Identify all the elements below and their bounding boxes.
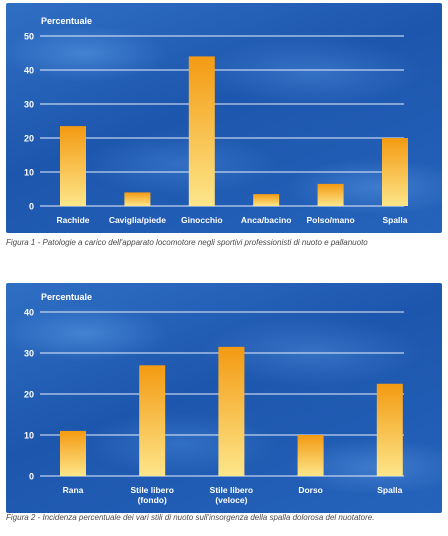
category-label: Dorso: [298, 485, 323, 495]
bar-rachide: [60, 126, 86, 206]
bar-rana: [60, 430, 86, 476]
bar-spalla: [382, 138, 408, 206]
bar-stile-libero-fondo-: [139, 365, 166, 476]
figure-caption-1: Figura 1 - Patologie a carico dell'appar…: [6, 238, 368, 247]
y-tick-label: 0: [29, 472, 34, 482]
bar-spalla: [376, 383, 403, 476]
category-label: Caviglia/piede: [109, 215, 166, 225]
chart-panel-2: 0 10 20 30 40 Percentuale Rana Stile libero (fon…: [6, 283, 442, 513]
bar-dorso: [297, 435, 324, 476]
bar-chart-1: 0 10 20 30 40 50 Percentuale Rachide Caviglia/pi…: [24, 16, 408, 225]
figure-caption-2: Figura 2 - Incidenza percentuale dei var…: [6, 513, 375, 522]
y-tick-label: 40: [24, 66, 34, 76]
category-label: Polso/mano: [307, 215, 355, 225]
bar-chart-2: 0 10 20 30 40 Percentuale Rana Stile libero (fon…: [24, 292, 404, 505]
y-tick-label: 40: [24, 308, 34, 318]
y-tick-label: 30: [24, 100, 34, 110]
y-tick-label: 30: [24, 349, 34, 359]
category-label: Spalla: [377, 485, 402, 495]
y-tick-label: 0: [29, 202, 34, 212]
y-axis-title: Percentuale: [41, 292, 92, 302]
figure-1: 0 10 20 30 40 50 Percentuale Rachide Caviglia/pi…: [6, 3, 442, 247]
category-label: Ginocchio: [181, 215, 223, 225]
figure-2: 0 10 20 30 40 Percentuale Rana Stile libero (fon…: [6, 283, 442, 522]
y-tick-label: 50: [24, 32, 34, 42]
y-tick-label: 20: [24, 134, 34, 144]
category-label: Anca/bacino: [241, 215, 292, 225]
category-label: Rana: [63, 485, 84, 495]
category-label: Rachide: [56, 215, 89, 225]
chart-panel-1: 0 10 20 30 40 50 Percentuale Rachide Caviglia/pi…: [6, 3, 442, 233]
bar-anca-bacino: [253, 194, 280, 206]
y-tick-label: 20: [24, 390, 34, 400]
bar-caviglia-piede: [124, 192, 151, 206]
bar-polso-mano: [317, 183, 344, 206]
y-tick-label: 10: [24, 168, 34, 178]
y-axis-title: Percentuale: [41, 16, 92, 26]
bar-ginocchio: [188, 56, 215, 207]
bar-stile-libero-veloce-: [218, 346, 245, 476]
category-label: Spalla: [382, 215, 407, 225]
category-label: Stile libero (veloce): [210, 485, 253, 505]
category-label: Stile libero (fondo): [130, 485, 173, 505]
y-tick-label: 10: [24, 431, 34, 441]
